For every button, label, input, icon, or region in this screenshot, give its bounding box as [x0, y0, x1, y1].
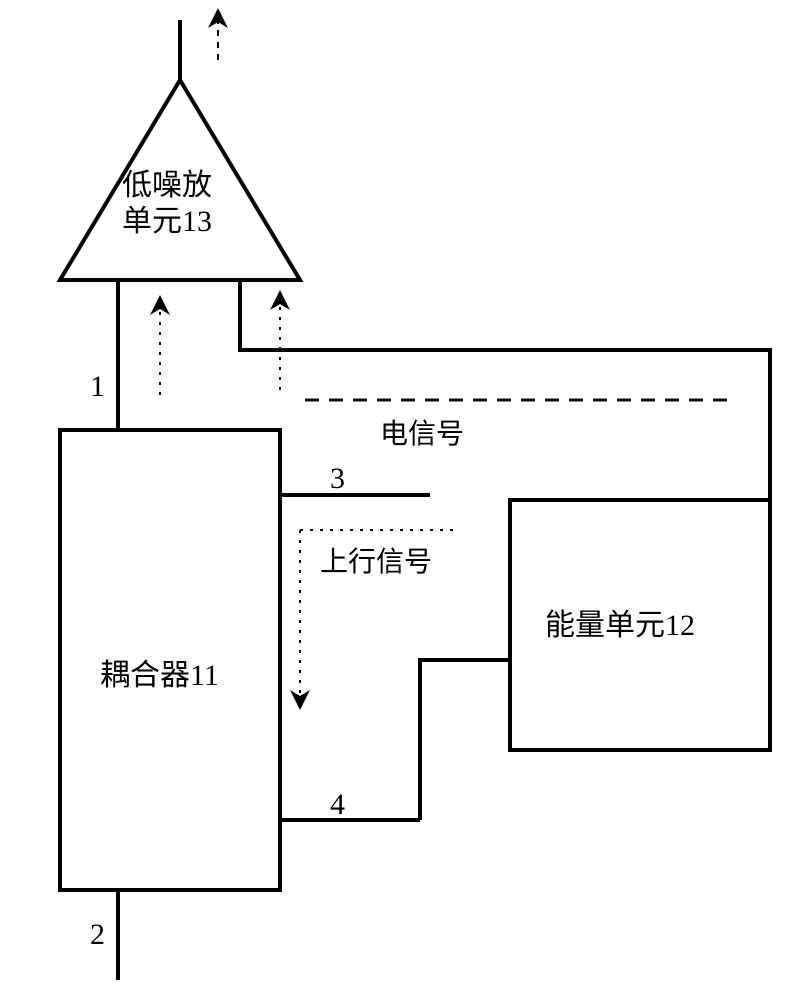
uplink-signal-label: 上行信号 — [320, 540, 432, 580]
wire-energy-to-amp — [240, 280, 770, 500]
port-2-label: 2 — [90, 918, 105, 952]
wire-port4-to-energy — [420, 660, 510, 820]
coupler-label: 耦合器11 — [100, 650, 219, 694]
energy-unit-label: 能量单元12 — [545, 600, 695, 644]
diagram-svg — [0, 0, 809, 1000]
port-1-label: 1 — [90, 370, 105, 404]
diagram-canvas: 低噪放 单元13 1 2 3 4 耦合器11 能量单元12 上行信号 电信号 — [0, 0, 809, 1000]
amplifier-label-line2: 单元13 — [122, 196, 212, 240]
port-3-label: 3 — [330, 462, 345, 496]
port-4-label: 4 — [330, 788, 345, 822]
electrical-signal-label: 电信号 — [380, 412, 464, 452]
